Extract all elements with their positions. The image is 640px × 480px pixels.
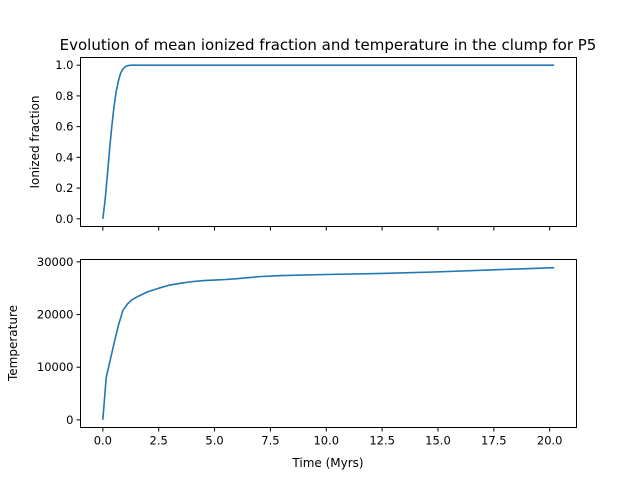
temperature-line <box>102 266 555 420</box>
temperature-frame <box>80 259 577 428</box>
temperature-ylabel: Temperature <box>6 305 20 382</box>
temperature-xtick-label: 12.5 <box>369 434 395 448</box>
ionized-fraction-axes: 0.0 0.2 0.4 0.6 0.8 1.0 Ionized fraction <box>28 57 577 231</box>
ionized-fraction-line <box>102 64 555 219</box>
ionized-fraction-ytick-group: 0.0 0.2 0.4 0.6 0.8 1.0 <box>55 58 81 226</box>
temperature-xtick-label: 7.5 <box>261 434 279 448</box>
temperature-xlabel: Time (Myrs) <box>291 456 363 470</box>
ionized-fraction-xtick-group <box>102 226 551 231</box>
chart-title: Evolution of mean ionized fraction and t… <box>60 36 597 54</box>
temperature-axes: 0 10000 20000 30000 0.0 2.5 5.0 7.5 10.0 12.5 15.… <box>6 255 577 470</box>
ionized-fraction-ytick-label: 0.4 <box>55 150 73 164</box>
temperature-ytick-label: 20000 <box>37 308 74 322</box>
ionized-fraction-ytick-label: 0.0 <box>55 212 73 226</box>
temperature-xtick-label: 0.0 <box>94 434 112 448</box>
ionized-fraction-frame <box>80 57 577 227</box>
temperature-ytick-label: 0 <box>66 413 73 427</box>
temperature-xtick-label: 15.0 <box>425 434 451 448</box>
temperature-ytick-group: 0 10000 20000 30000 <box>37 255 81 427</box>
ionized-fraction-ylabel: Ionized fraction <box>28 95 42 188</box>
temperature-ytick-label: 30000 <box>37 255 74 269</box>
temperature-xtick-label: 20.0 <box>537 434 563 448</box>
temperature-xtick-group: 0.0 2.5 5.0 7.5 10.0 12.5 15.0 17.5 20.0 <box>94 427 563 448</box>
temperature-xtick-label: 10.0 <box>313 434 339 448</box>
temperature-ytick-label: 10000 <box>37 360 74 374</box>
temperature-xtick-label: 2.5 <box>150 434 168 448</box>
temperature-xtick-label: 17.5 <box>481 434 507 448</box>
ionized-fraction-ytick-label: 0.6 <box>55 120 73 134</box>
ionized-fraction-ytick-label: 1.0 <box>55 58 73 72</box>
temperature-xtick-label: 5.0 <box>205 434 223 448</box>
ionized-fraction-ytick-label: 0.8 <box>55 89 73 103</box>
ionized-fraction-ytick-label: 0.2 <box>55 181 73 195</box>
